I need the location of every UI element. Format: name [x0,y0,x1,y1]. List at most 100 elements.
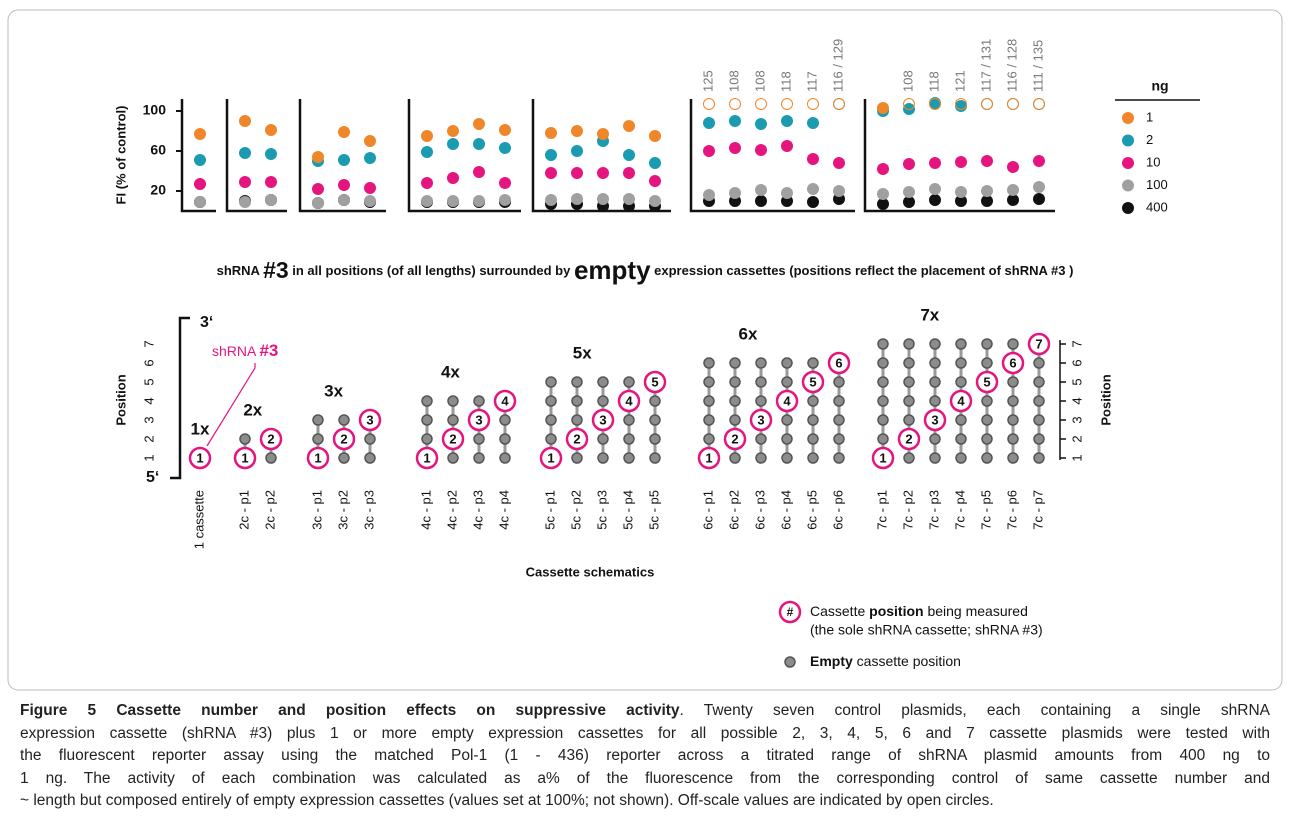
dot [623,120,635,132]
group-label: 6x [739,324,758,343]
empty-cassette [703,357,715,369]
empty-cassette [312,433,324,445]
column-label: 4c - p2 [444,490,459,530]
dot [364,135,376,147]
empty-cassette [929,376,941,388]
dot [755,144,767,156]
dot [499,142,511,154]
section-title: shRNA #3 in all positions (of all length… [217,255,1074,285]
measured-position-label: 5 [809,374,816,389]
column-label: 5c - p2 [568,490,583,530]
dot [473,138,485,150]
empty-cassette [623,376,635,388]
dot [833,185,845,197]
measured-position-label: 5 [983,374,990,389]
empty-cassette [364,433,376,445]
dot [1033,155,1045,167]
measured-cassette [827,351,851,375]
off-scale-marker [781,98,793,110]
dot [421,146,433,158]
legend-title: ng [1151,78,1168,94]
empty-cassette [781,452,793,464]
dot [447,172,459,184]
empty-cassette [981,395,993,407]
empty-cassette [903,376,915,388]
empty-cassette [981,452,993,464]
panel-axis [531,99,671,213]
empty-cassette [781,357,793,369]
empty-cassette [421,414,433,426]
measured-position-label: 5 [651,374,658,389]
annotation-part: shRNA [212,343,259,359]
dot [929,194,941,206]
column-label: 6c - p1 [700,490,715,530]
legend-label: 1 [1146,109,1153,124]
empty-cassette [239,433,251,445]
empty-cassette [929,357,941,369]
column-label: 7c - p4 [952,490,967,530]
off-scale-marker [1033,98,1045,110]
empty-cassette [877,433,889,445]
empty-cassette [955,433,967,445]
group-label: 4x [441,362,460,381]
panel-axis [407,99,521,213]
position-tick-label: 3 [141,416,156,423]
section-title-part: empty [574,255,651,285]
off-scale-label: 111 / 135 [1030,40,1045,92]
empty-cassette [929,452,941,464]
empty-cassette [755,452,767,464]
empty-cassette [571,395,583,407]
legend-measured-part: Cassette [810,603,869,619]
dot [421,195,433,207]
empty-cassette [571,414,583,426]
column-label: 7c - p2 [900,490,915,530]
empty-cassette [877,414,889,426]
empty-cassette [571,452,583,464]
empty-cassette [755,376,767,388]
off-scale-label: 108 [752,70,767,92]
dot [597,193,609,205]
caption-line: 1 ng. The activity of each combination w… [20,768,1270,791]
legend-swatch [1122,112,1134,124]
empty-cassette [729,357,741,369]
dot [955,186,967,198]
legend-empty-swatch [784,656,796,668]
dot [265,176,277,188]
empty-cassette [421,395,433,407]
column-label: 3c - p1 [309,490,324,530]
measured-position-label: 2 [340,431,347,446]
position-label: Position [113,374,128,425]
dot [703,117,715,129]
empty-cassette [447,452,459,464]
dot [981,185,993,197]
dot [877,198,889,210]
dot [729,142,741,154]
position-tick-label: 5 [141,378,156,385]
dot [338,126,350,138]
off-scale-label: 121 [952,70,967,92]
column-label: 6c - p3 [752,490,767,530]
empty-cassette [807,357,819,369]
measured-position-label: 3 [931,412,938,427]
empty-cassette [1033,376,1045,388]
measured-cassette [871,446,895,470]
dot [545,149,557,161]
legend-swatch [1122,157,1134,169]
section-title-part: in all positions (of all lengths) surrou… [289,263,574,278]
measured-cassette [923,408,947,432]
dot [473,166,485,178]
dot [338,154,350,166]
empty-cassette [703,376,715,388]
column-label: 3c - p2 [335,490,350,530]
bottom-label: 5‘ [146,469,159,486]
dot [703,189,715,201]
measured-position-label: 1 [241,450,248,465]
measured-position-label: 3 [757,412,764,427]
measured-position-label: 2 [731,431,738,446]
dot [473,195,485,207]
off-scale-label: 117 / 131 [978,39,993,92]
dot [755,118,767,130]
dot [781,115,793,127]
empty-cassette [877,357,889,369]
column-label: 2c - p2 [262,490,277,530]
